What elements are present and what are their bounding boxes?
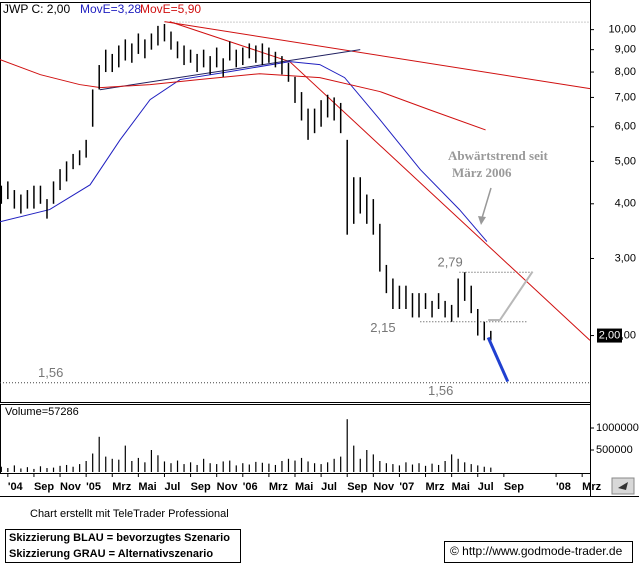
chart-background <box>0 0 639 497</box>
x-tick-label: Mrz <box>269 481 288 493</box>
scenario-line <box>488 271 534 322</box>
level-label: 1,56 <box>38 365 63 380</box>
symbol-label: JWP C: 2,00 <box>3 2 70 16</box>
volume-tick-label: 1000000 <box>596 422 639 434</box>
x-tick-label: '05 <box>86 481 101 493</box>
moving-average <box>0 59 486 131</box>
level-label: 2,15 <box>370 320 395 335</box>
y-tick-label: 9,00 <box>615 44 636 56</box>
x-tick-label: '07 <box>399 481 414 493</box>
scenario-line <box>486 336 510 383</box>
legend-box <box>5 529 241 563</box>
scroll-icon-arrow <box>618 482 628 490</box>
legend-blue: MovE=3,28 <box>80 2 141 16</box>
url: © http://www.godmode-trader.de <box>450 544 623 558</box>
x-tick-label: Mrz <box>112 481 131 493</box>
x-tick-label: '06 <box>243 481 258 493</box>
x-tick-label: Nov <box>60 481 82 493</box>
x-tick-label: Mrz <box>426 481 445 493</box>
y-tick-label: 5,00 <box>615 155 636 167</box>
x-tick-label: '04 <box>8 481 24 493</box>
x-tick-label: Nov <box>217 481 239 493</box>
x-tick-label: Jul <box>164 481 180 493</box>
x-tick-label: '08 <box>556 481 571 493</box>
annotation-line-1: Abwärtstrend seit <box>448 148 548 163</box>
annotation-line-2: März 2006 <box>452 165 512 180</box>
x-tick-label: Jul <box>478 481 494 493</box>
legend-red: MovE=5,90 <box>140 2 201 16</box>
y-tick-label: 10,00 <box>608 24 636 36</box>
y-tick-label: 6,00 <box>615 121 636 133</box>
annotation-arrow <box>481 187 492 219</box>
x-tick-label: Mai <box>452 481 470 493</box>
credit: Chart erstellt mit TeleTrader Profession… <box>30 508 229 520</box>
x-tick-label: Jul <box>321 481 337 493</box>
y-tick-label: 3,00 <box>615 252 636 264</box>
x-tick-label: Nov <box>373 481 395 493</box>
x-tick-label: Mai <box>295 481 313 493</box>
x-tick-label: Sep <box>504 481 524 493</box>
y-tick-label: 8,00 <box>615 66 636 78</box>
last-price-label: 2,00 <box>599 329 620 341</box>
legend-blue-text: Skizzierung BLAU = bevorzugtes Szenario <box>9 532 230 544</box>
y-tick-label: 4,00 <box>615 198 636 210</box>
x-tick-label: Sep <box>347 481 367 493</box>
legend-gray-text: Skizzierung GRAU = Alternativszenario <box>9 548 213 560</box>
x-tick-label: Mai <box>138 481 156 493</box>
url-box <box>444 541 633 563</box>
x-tick-label: Mrz <box>582 481 601 493</box>
level-label: 2,79 <box>437 255 462 270</box>
last-price-box <box>597 328 622 343</box>
volume-label: Volume=57286 <box>5 406 79 418</box>
level-label: 1,56 <box>428 383 453 398</box>
moving-average <box>0 61 488 242</box>
trend-line <box>164 21 591 90</box>
volume-tick-label: 500000 <box>596 444 633 456</box>
trend-line <box>99 49 361 91</box>
annotation-arrow-head <box>478 216 486 225</box>
y-tick-label: 7,00 <box>615 91 636 103</box>
x-tick-label: Sep <box>34 481 54 493</box>
x-tick-label: Sep <box>191 481 211 493</box>
